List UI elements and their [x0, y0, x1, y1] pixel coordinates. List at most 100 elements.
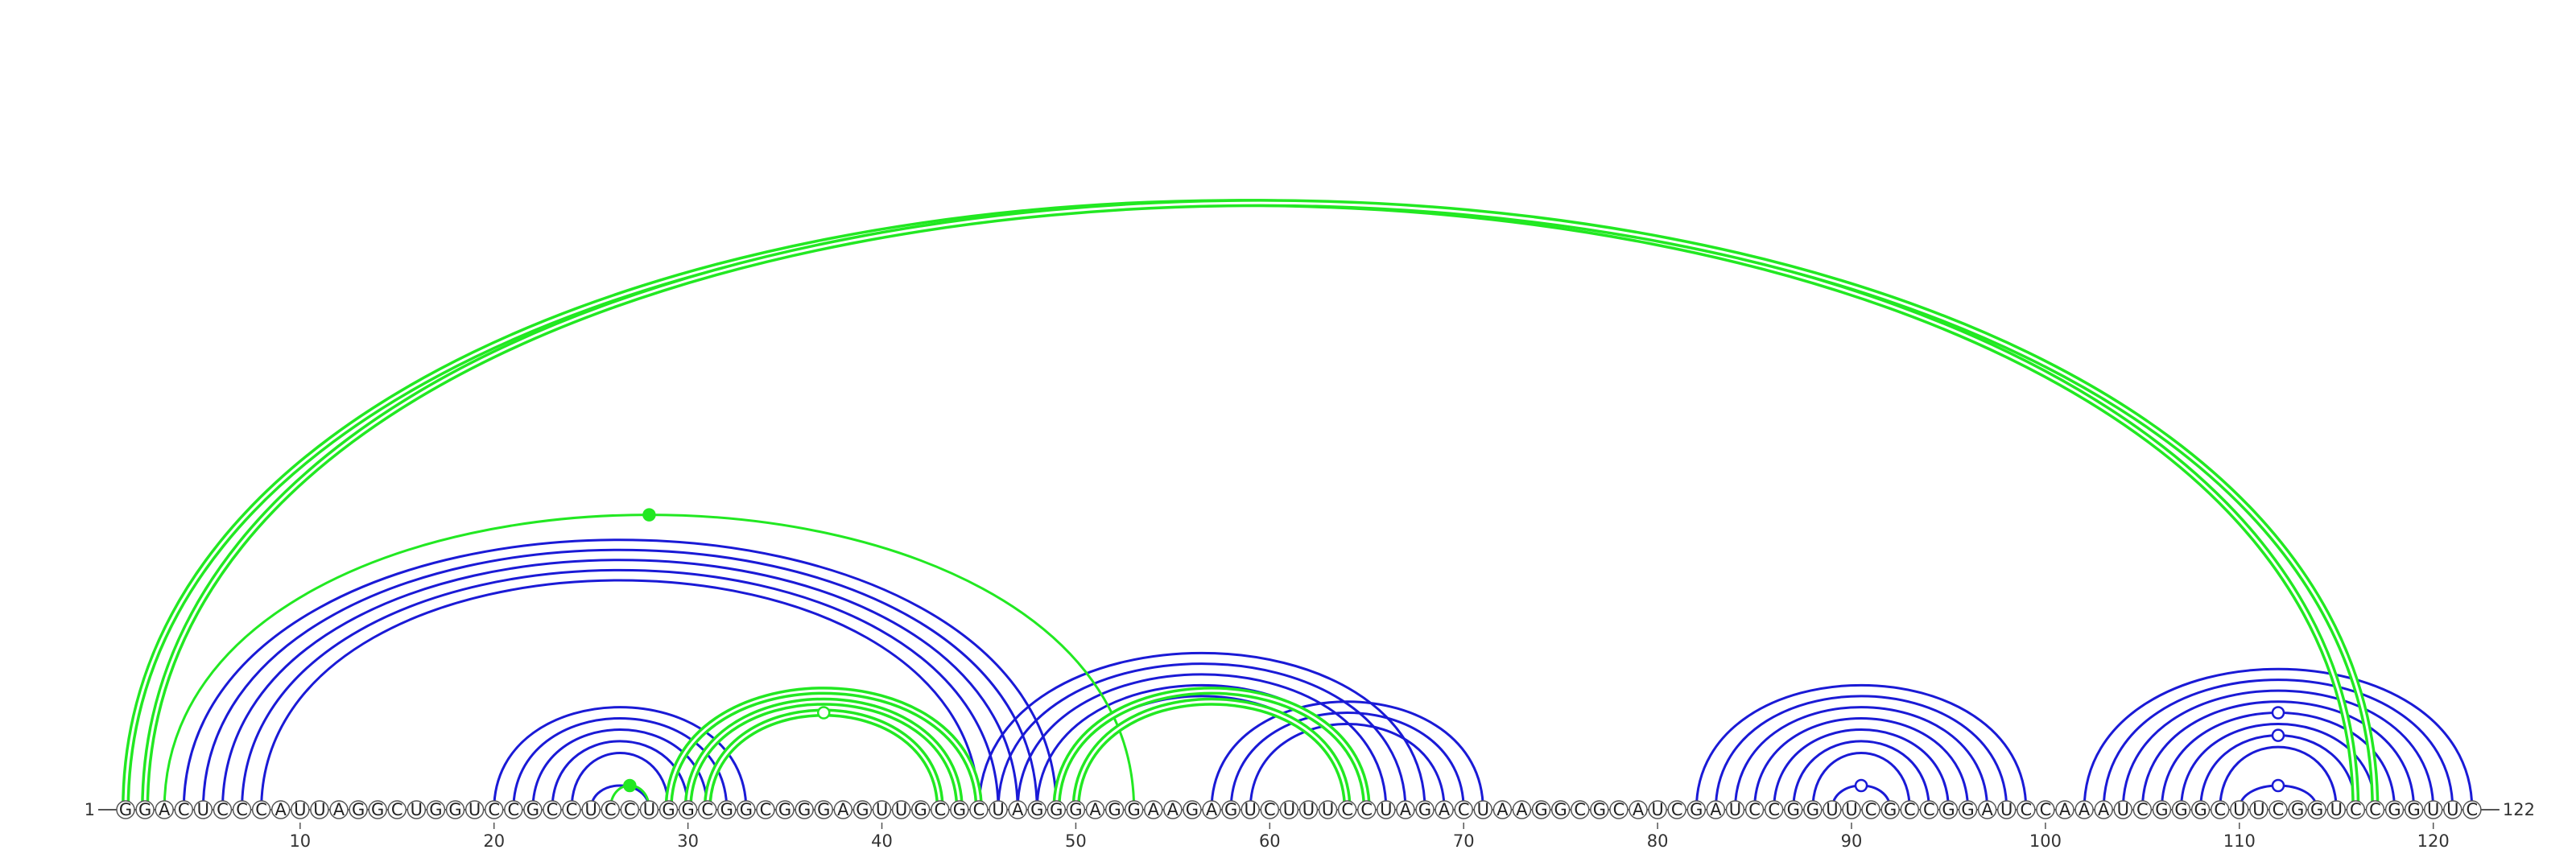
nucleotide: G: [116, 800, 135, 819]
nucleotide-letter: C: [1865, 800, 1877, 819]
nucleotide-circle: [1163, 800, 1183, 819]
nucleotide-circle: [2036, 800, 2055, 819]
nucleotide-circle: [1764, 800, 1784, 819]
nucleotide-letter: A: [1089, 800, 1101, 819]
nucleotide-circle: [717, 800, 737, 819]
nucleotide: C: [969, 800, 989, 819]
nucleotide: C: [543, 800, 562, 819]
nucleotide: G: [678, 800, 698, 819]
position-tick-label: 90: [1841, 831, 1863, 851]
green-base-pair-arc-inner-gap: [1055, 689, 1368, 811]
nucleotide-letter: U: [1380, 800, 1392, 819]
nucleotide-letter: A: [1012, 800, 1024, 819]
nucleotide-circle: [795, 800, 814, 819]
nucleotide-letter: C: [1904, 800, 1916, 819]
nucleotide-letter: C: [2040, 800, 2052, 819]
nucleotide: U: [989, 800, 1008, 819]
nucleotide: C: [2365, 800, 2385, 819]
nucleotide: G: [349, 800, 368, 819]
nucleotide-letter: G: [778, 800, 791, 819]
nucleotide-letter: A: [2059, 800, 2071, 819]
nucleotide: U: [1318, 800, 1338, 819]
nucleotide-circle: [2249, 800, 2268, 819]
nucleotide-letter: U: [1245, 800, 1257, 819]
nucleotide: C: [1337, 800, 1357, 819]
green-base-pair-arc: [703, 708, 944, 811]
nucleotide-circle: [1435, 800, 1454, 819]
nucleotide-letter: U: [2446, 800, 2458, 819]
nucleotide-letter: A: [2098, 800, 2110, 819]
nucleotide-letter: U: [1845, 800, 1857, 819]
nucleotide-circle: [910, 800, 931, 819]
arc-apex-marker: [2271, 778, 2285, 793]
nucleotide-circle: [2017, 800, 2036, 819]
nucleotide-letter: C: [624, 800, 636, 819]
nucleotide-letter: A: [159, 800, 171, 819]
nucleotide-circle: [989, 800, 1008, 819]
nucleotide: G: [775, 800, 795, 819]
green-base-pair-arc: [163, 514, 1136, 811]
blue-base-pair-arc: [1733, 706, 1989, 811]
nucleotide-circle: [2288, 800, 2307, 819]
nucleotide-letter: A: [1400, 800, 1412, 819]
green-base-pair-arc-inner-gap: [143, 201, 2376, 811]
nucleotide-circle: [1609, 800, 1629, 819]
nucleotide: G: [1590, 800, 1609, 819]
nucleotide-circle: [1706, 800, 1726, 819]
green-base-pair-arc: [141, 199, 2380, 811]
nucleotide-letter: G: [2388, 800, 2401, 819]
nucleotide-circle: [2404, 800, 2424, 819]
nucleotide: C: [697, 800, 717, 819]
nucleotide-circle: [1550, 800, 1571, 819]
nucleotide: A: [1435, 800, 1454, 819]
nucleotide: G: [1027, 800, 1046, 819]
nucleotide: C: [1919, 800, 1939, 819]
nucleotide-letter: U: [1729, 800, 1741, 819]
nucleotide: C: [174, 800, 194, 819]
nucleotide: U: [2423, 800, 2443, 819]
nucleotide-letter: G: [1554, 800, 1567, 819]
nucleotide-letter: C: [934, 800, 946, 819]
nucleotide-letter: U: [2233, 800, 2245, 819]
nucleotide-letter: U: [2117, 800, 2129, 819]
nucleotide: G: [426, 800, 446, 819]
nucleotide-circle: [1492, 800, 1513, 819]
blue-base-pair-arc: [997, 662, 1407, 811]
nucleotide-letter: U: [643, 800, 655, 819]
nucleotide: G: [1803, 800, 1823, 819]
position-tick-label: 60: [1259, 831, 1281, 851]
position-tick-label: 30: [677, 831, 699, 851]
nucleotide: C: [484, 800, 504, 819]
nucleotide: U: [2326, 800, 2347, 819]
nucleotide-letter: U: [876, 800, 888, 819]
nucleotide-letter: G: [1942, 800, 1955, 819]
nucleotide: U: [1725, 800, 1745, 819]
nucleotide: G: [910, 800, 931, 819]
nucleotide-circle: [814, 800, 833, 819]
nucleotide-circle: [2443, 800, 2462, 819]
nucleotide-letter: G: [1690, 800, 1703, 819]
nucleotide-circle: [1744, 800, 1765, 819]
nucleotide: A: [1396, 800, 1415, 819]
nucleotide-letter: C: [1768, 800, 1780, 819]
nucleotide-letter: G: [914, 800, 927, 819]
nucleotide: G: [795, 800, 814, 819]
nucleotide: U: [639, 800, 659, 819]
nucleotide: G: [135, 800, 155, 819]
blue-base-pair-arc: [1753, 716, 1970, 811]
green-base-pair-arc-inner-gap: [667, 689, 980, 811]
nucleotide-letter: G: [2155, 800, 2168, 819]
nucleotide-circle: [1241, 800, 1260, 819]
nucleotide-letter: U: [1283, 800, 1295, 819]
nucleotide: A: [1512, 800, 1532, 819]
nucleotide-circle: [678, 800, 698, 819]
nucleotide: G: [658, 800, 679, 819]
nucleotide: C: [620, 800, 640, 819]
nucleotide: C: [2017, 800, 2036, 819]
nucleotide-letter: C: [2020, 800, 2032, 819]
nucleotide: A: [2055, 800, 2074, 819]
nucleotide-letter: C: [1613, 800, 1625, 819]
nucleotide: G: [1550, 800, 1571, 819]
nucleotide-circle: [1823, 800, 1842, 819]
nucleotide-letter: U: [992, 800, 1004, 819]
